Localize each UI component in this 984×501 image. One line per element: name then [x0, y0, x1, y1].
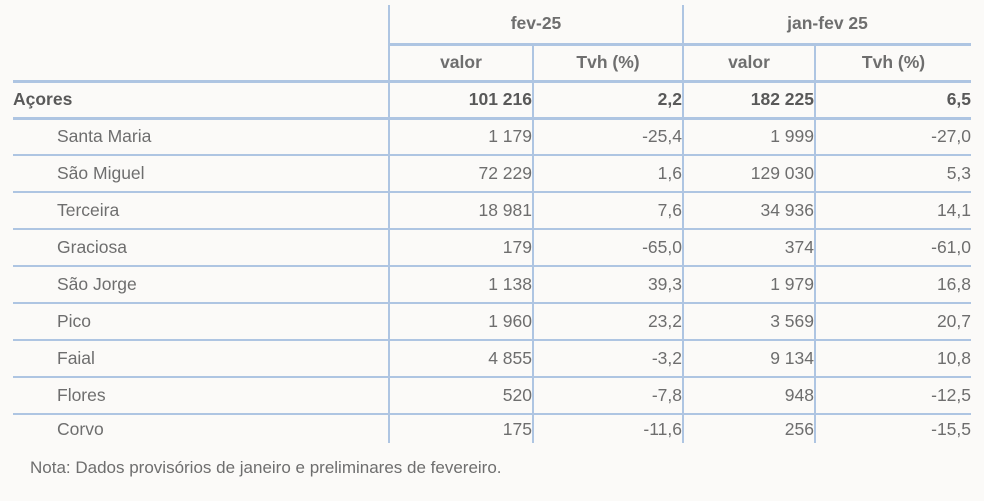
- cell-valor-fev: 4 855: [388, 340, 533, 378]
- table-row: São Miguel 72 229 1,6 129 030 5,3: [13, 155, 972, 193]
- corner-cell: [13, 44, 389, 83]
- row-label: São Jorge: [13, 266, 389, 304]
- cell-valor-janfev: 256: [682, 414, 815, 443]
- cell-valor-janfev: 374: [682, 229, 815, 267]
- cell-valor-janfev: 3 569: [682, 303, 815, 341]
- row-label: Flores: [13, 377, 389, 415]
- column-group-janfev25: jan-fev 25: [681, 5, 972, 46]
- cell-tvh-janfev: -15,5: [813, 414, 972, 443]
- cell-valor-janfev: 948: [682, 377, 815, 415]
- table-row: valor Tvh (%) valor Tvh (%): [13, 44, 972, 83]
- corner-cell: [13, 5, 389, 44]
- cell-valor-janfev: 34 936: [682, 192, 815, 230]
- cell-valor-fev: 101 216: [388, 81, 533, 120]
- cell-tvh-fev: -65,0: [532, 229, 683, 267]
- row-label: São Miguel: [13, 155, 389, 193]
- cell-valor-fev: 520: [388, 377, 533, 415]
- cell-tvh-fev: 23,2: [532, 303, 683, 341]
- cell-tvh-fev: 39,3: [532, 266, 683, 304]
- row-label: Corvo: [57, 418, 104, 439]
- footnote: Nota: Dados provisórios de janeiro e pre…: [30, 458, 502, 477]
- table-row: Graciosa 179 -65,0 374 -61,0: [13, 229, 972, 267]
- subheader-tvh-janfev: Tvh (%): [813, 44, 972, 83]
- cell-valor-janfev: 182 225: [682, 81, 815, 120]
- row-label: Terceira: [13, 192, 389, 230]
- cell-valor-fev: 179: [388, 229, 533, 267]
- cell-tvh-janfev: -61,0: [813, 229, 972, 267]
- cell-valor-fev: 72 229: [388, 155, 533, 193]
- table-row: Santa Maria 1 179 -25,4 1 999 -27,0: [13, 118, 972, 156]
- table-row: São Jorge 1 138 39,3 1 979 16,8: [13, 266, 972, 304]
- cell-tvh-janfev: 14,1: [813, 192, 972, 230]
- column-group-fev25: fev-25: [388, 5, 683, 46]
- cell-valor-fev: 1 960: [388, 303, 533, 341]
- table-row: Faial 4 855 -3,2 9 134 10,8: [13, 340, 972, 378]
- cell-valor-fev: 1 179: [388, 118, 533, 156]
- cell-valor-janfev: 129 030: [682, 155, 815, 193]
- row-label: Graciosa: [13, 229, 389, 267]
- table-row: Pico 1 960 23,2 3 569 20,7: [13, 303, 972, 341]
- row-label: Pico: [13, 303, 389, 341]
- table-row: Terceira 18 981 7,6 34 936 14,1: [13, 192, 972, 230]
- cell-valor-fev: 175: [388, 414, 533, 443]
- cell-tvh-janfev: 10,8: [813, 340, 972, 378]
- cell-valor-janfev: 1 999: [682, 118, 815, 156]
- cell-valor-fev: 18 981: [388, 192, 533, 230]
- subheader-valor-fev: valor: [388, 44, 533, 83]
- cell-tvh-fev: -7,8: [532, 377, 683, 415]
- cell-valor-janfev: 9 134: [682, 340, 815, 378]
- cell-tvh-janfev: 16,8: [813, 266, 972, 304]
- cell-tvh-janfev: -27,0: [813, 118, 972, 156]
- cell-tvh-fev: 7,6: [532, 192, 683, 230]
- cell-valor-janfev: 1 979: [682, 266, 815, 304]
- row-label: Açores: [13, 81, 389, 120]
- subheader-valor-janfev: valor: [682, 44, 815, 83]
- cell-tvh-janfev: 5,3: [813, 155, 972, 193]
- table-row: Açores 101 216 2,2 182 225 6,5: [13, 81, 972, 120]
- cell-tvh-janfev: 20,7: [813, 303, 972, 341]
- table-row: Flores 520 -7,8 948 -12,5: [13, 377, 972, 415]
- cell-tvh-janfev: 6,5: [813, 81, 972, 120]
- cell-tvh-fev: 2,2: [532, 81, 683, 120]
- row-label: Faial: [13, 340, 389, 378]
- cell-tvh-janfev: -12,5: [813, 377, 972, 415]
- subheader-tvh-fev: Tvh (%): [532, 44, 683, 83]
- cell-tvh-fev: 1,6: [532, 155, 683, 193]
- statistics-table: fev-25 jan-fev 25 valor Tvh (%) valor Tv…: [13, 5, 972, 443]
- cell-valor-fev: 1 138: [388, 266, 533, 304]
- cell-tvh-fev: -3,2: [532, 340, 683, 378]
- cell-tvh-fev: -25,4: [532, 118, 683, 156]
- cell-tvh-fev: -11,6: [532, 414, 683, 443]
- row-label: Santa Maria: [13, 118, 389, 156]
- table-row: fev-25 jan-fev 25: [13, 5, 972, 46]
- table-row: Corvo 175 -11,6 256 -15,5: [13, 414, 972, 443]
